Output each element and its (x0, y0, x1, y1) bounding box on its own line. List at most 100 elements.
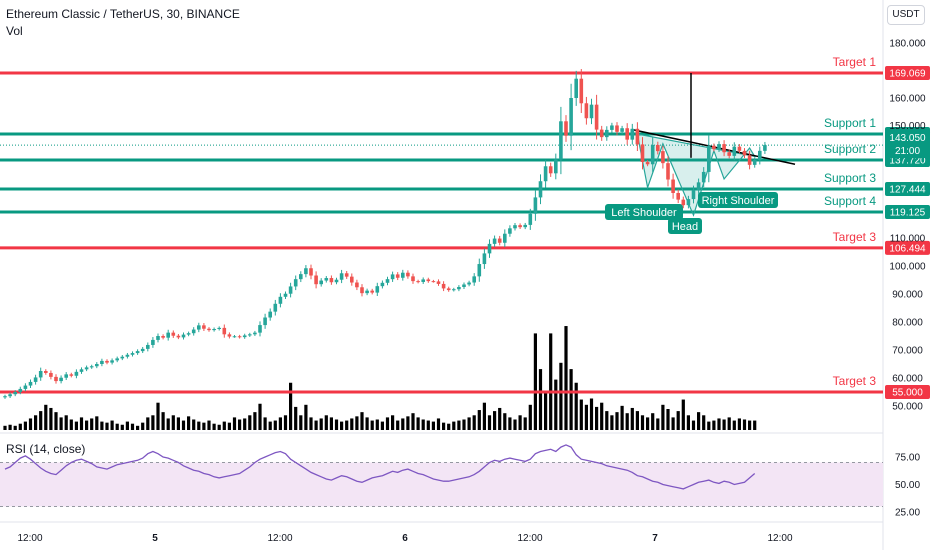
volume-bar (595, 406, 599, 430)
currency-button[interactable]: USDT (887, 5, 925, 25)
volume-bar (340, 421, 344, 430)
volume-bar (385, 417, 390, 430)
candle-body (288, 286, 293, 294)
volume-bar (176, 417, 180, 430)
volume-bar (508, 417, 512, 430)
volume-bar (416, 417, 420, 430)
candle-body (707, 145, 711, 172)
volume-bar (365, 417, 369, 430)
candle-body (273, 303, 278, 312)
volume-bar (646, 417, 650, 430)
level-price-text: 127.444 (889, 185, 926, 196)
volume-bar (523, 417, 527, 430)
candle-body (263, 317, 267, 326)
volume-bar (477, 410, 481, 430)
rsi-tick-label: 25.00 (895, 508, 920, 519)
candle-body (18, 388, 23, 392)
volume-bar (212, 423, 216, 430)
candle-body (79, 369, 84, 372)
volume-bar (574, 382, 578, 430)
candle-body (584, 103, 589, 119)
candle-body (645, 162, 650, 165)
level-label: Support 3 (824, 171, 876, 185)
volume-bar (273, 420, 277, 430)
candle-body (467, 282, 471, 285)
volume-bar (452, 421, 456, 430)
candle-body (594, 104, 599, 130)
time-tick-label: 12:00 (267, 533, 292, 544)
candle-body (84, 367, 89, 370)
candle-body (217, 327, 221, 329)
candle-body (105, 360, 109, 363)
pattern-label: Right Shoulder (702, 195, 775, 207)
candle-body (508, 228, 512, 234)
candle-body (130, 353, 135, 355)
volume-bar (141, 422, 145, 430)
candle-body (324, 278, 329, 281)
time-tick-label: 7 (652, 533, 658, 544)
candle-body (227, 334, 232, 337)
candle-body (360, 287, 364, 294)
volume-bar (411, 413, 415, 430)
candle-body (248, 334, 252, 336)
candle-body (747, 155, 752, 165)
candle-body (717, 144, 721, 150)
volume-bar (538, 369, 543, 430)
candle-body (237, 336, 242, 338)
price-tick-label: 50.000 (892, 402, 923, 413)
level-label: Target 3 (833, 374, 877, 388)
volume-bar (115, 423, 119, 430)
candle-body (477, 264, 482, 277)
volume-bar (202, 422, 206, 430)
candle-body (691, 189, 696, 200)
volume-bar (661, 404, 665, 430)
volume-bar (187, 416, 191, 430)
level-price-tag (885, 66, 930, 80)
candle-body (732, 146, 737, 156)
volume-bar (421, 419, 425, 430)
volume-bar (49, 407, 53, 430)
volume-bar (498, 407, 502, 430)
volume-bar (146, 417, 150, 430)
candle-body (426, 279, 431, 282)
candle-body (640, 144, 645, 163)
volume-bar (227, 422, 231, 430)
candle-body (293, 279, 298, 287)
candle-body (13, 392, 17, 395)
candle-body (579, 78, 584, 104)
level-price-text: 169.069 (889, 69, 926, 80)
candle-body (406, 272, 410, 277)
price-tick-label: 90.000 (892, 290, 923, 301)
volume-bar (544, 392, 548, 430)
candle-body (533, 197, 538, 214)
rsi-tick-label: 75.00 (895, 453, 920, 464)
candle-body (436, 281, 441, 284)
volume-bar (457, 420, 461, 430)
candle-body (559, 121, 563, 160)
volume-bar (8, 424, 12, 430)
candle-body (59, 377, 63, 382)
volume-bar (110, 420, 114, 430)
volume-bar (671, 417, 675, 430)
volume-bar (85, 420, 89, 430)
volume-bar (447, 423, 451, 430)
candle-body (329, 278, 334, 283)
level-price-tag (885, 205, 930, 219)
volume-bar (513, 419, 517, 430)
symbol-title: Ethereum Classic / TetherUS, 30, BINANCE (6, 7, 240, 21)
candle-body (191, 329, 196, 334)
volume-bar (125, 421, 129, 430)
volume-bar (493, 411, 497, 430)
candle-body (44, 371, 48, 373)
candle-body (151, 339, 155, 345)
candle-body (681, 199, 686, 206)
volume-bar (329, 417, 333, 430)
candle-body (569, 98, 573, 136)
volume-pane (3, 326, 757, 430)
volume-bar (681, 399, 685, 430)
countdown-text: 21:00 (895, 146, 920, 157)
volume-bar (334, 419, 339, 430)
candle-body (212, 329, 216, 331)
candle-body (615, 125, 619, 132)
